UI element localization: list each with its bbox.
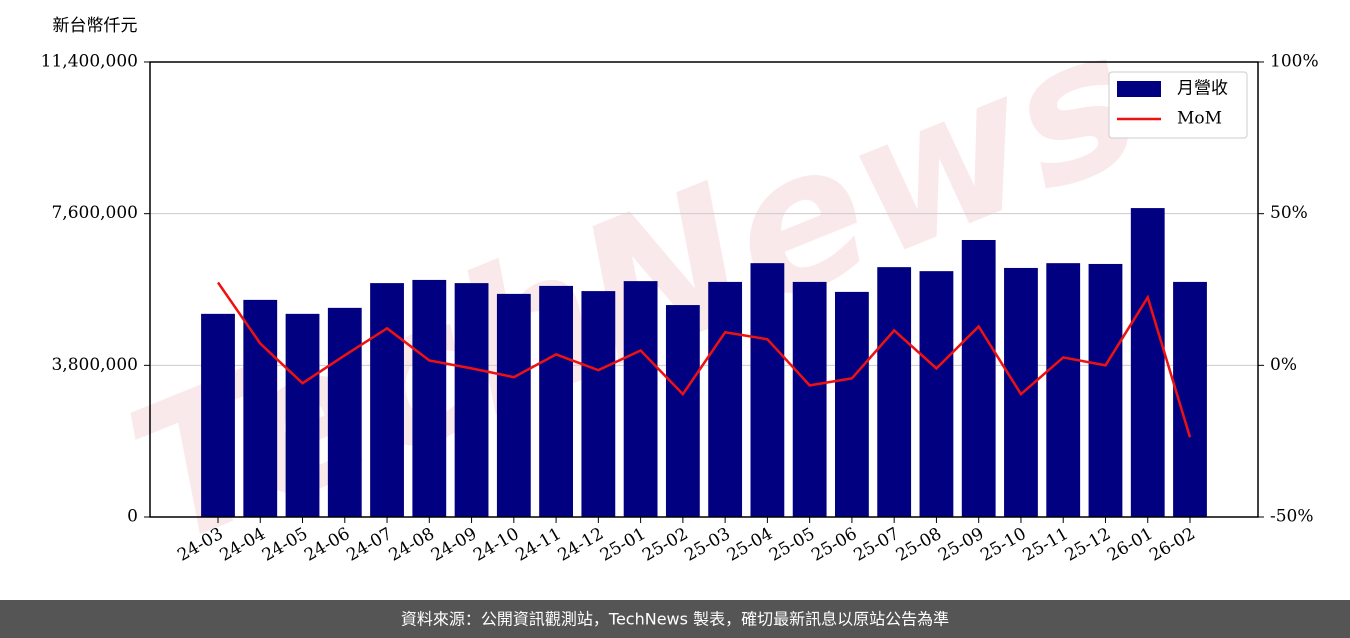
x-tick-label: 26-02 [1146,524,1198,566]
bar [835,291,869,517]
x-tick-label: 24-11 [512,524,564,566]
bar [243,299,278,517]
x-tick-label: 25-04 [724,524,776,566]
bar [581,291,616,517]
bar [539,285,573,517]
bar [708,281,743,517]
x-tick-label: 25-09 [935,524,987,566]
y2-tick-label: -50% [1270,507,1314,527]
bar [370,283,404,517]
bar [1088,263,1123,517]
y2-tick-label: 50% [1270,203,1308,223]
bar [1046,263,1081,517]
bar [454,283,489,517]
x-tick-label: 24-09 [428,524,480,566]
x-tick-label: 25-08 [893,524,945,566]
plot-frame [149,61,1259,518]
x-tick-label: 25-10 [977,524,1029,566]
x-tick-label: 26-01 [1104,524,1156,566]
bar [623,281,658,517]
bar [877,267,912,517]
x-tick-label: 25-03 [681,524,733,566]
bar [1130,208,1165,517]
y2-tick-label: 100% [1270,52,1319,72]
y-tick-label: 11,400,000 [41,52,138,72]
footer-bar [0,600,1350,638]
legend-label: 月營收 [1177,79,1228,99]
x-tick-label: 25-11 [1020,524,1072,566]
x-tick-label: 25-02 [639,524,691,566]
bar [919,271,954,517]
bar [412,279,447,517]
bar [201,313,235,517]
x-tick-label: 24-07 [343,524,395,566]
y-tick-label: 3,800,000 [51,355,138,375]
source-note: 資料來源：公開資訊觀測站，TechNews 製表，確切最新訊息以原站公告為準 [401,610,949,629]
bar [961,240,996,517]
x-tick-label: 24-10 [470,524,522,566]
x-tick-label: 24-12 [555,524,607,566]
bar [285,313,320,517]
y-tick-label: 0 [127,507,138,527]
x-tick-label: 25-06 [808,524,860,566]
bar [327,307,362,517]
bar [665,305,700,517]
x-tick-label: 25-12 [1062,524,1114,566]
line [216,281,1192,438]
legend-label: MoM [1177,109,1222,129]
x-tick-label: 25-01 [597,524,649,566]
legend-swatch [1117,81,1161,97]
bar [750,263,785,517]
x-tick-label: 25-07 [850,524,902,566]
bar [792,281,827,517]
bar [496,293,531,517]
y-axis-label: 新台幣仟元 [53,16,138,36]
x-tick-label: 25-05 [766,524,818,566]
y2-tick-label: 0% [1270,355,1297,375]
y-tick-label: 7,600,000 [51,203,138,223]
x-tick-label: 24-08 [386,524,438,566]
